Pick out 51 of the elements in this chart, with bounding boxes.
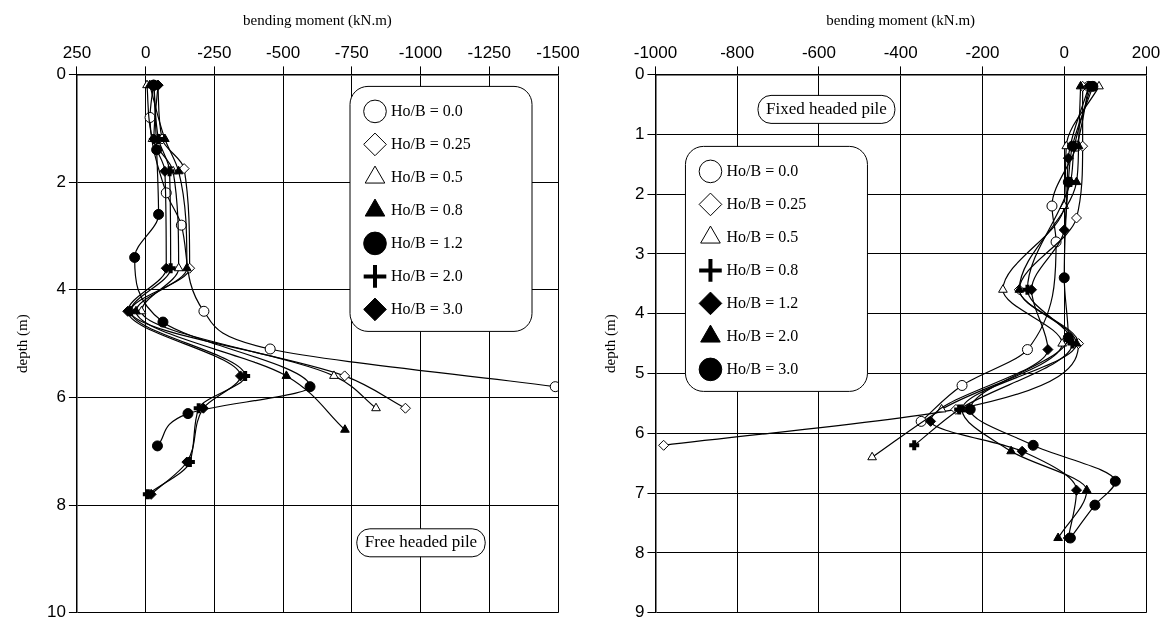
y-tick-label: 7 xyxy=(634,482,645,502)
legend-label: Ho/B = 0.25 xyxy=(391,134,471,152)
legend-label: Ho/B = 0.8 xyxy=(391,200,463,218)
y-tick-label: 0 xyxy=(56,64,66,84)
y-tick-label: 1 xyxy=(634,123,645,143)
x-tick-label: 200 xyxy=(1131,42,1161,62)
x-tick-label: -1500 xyxy=(536,42,580,62)
legend-label: Ho/B = 2.0 xyxy=(391,266,463,284)
y-tick-label: 10 xyxy=(46,602,66,622)
legend-label: Ho/B = 3.0 xyxy=(726,359,799,377)
y-tick-label: 4 xyxy=(634,303,645,323)
legend-label: Ho/B = 0.0 xyxy=(391,101,463,119)
legend-label: Ho/B = 1.2 xyxy=(726,293,799,311)
legend-label: Ho/B = 0.5 xyxy=(726,227,799,245)
y-tick-label: 0 xyxy=(634,64,645,84)
x-tick-label: -800 xyxy=(720,42,755,62)
x-tick-label: 250 xyxy=(62,42,92,62)
x-tick-label: -400 xyxy=(883,42,918,62)
y-tick-label: 5 xyxy=(634,363,645,383)
y-tick-label: 6 xyxy=(634,423,645,443)
x-axis-title: bending moment (kN.m) xyxy=(243,11,392,29)
y-tick-label: 6 xyxy=(56,387,66,407)
legend-label: Ho/B = 1.2 xyxy=(391,233,463,251)
y-tick-label: 8 xyxy=(56,494,66,514)
x-tick-label: -500 xyxy=(266,42,301,62)
y-tick-label: 2 xyxy=(56,171,66,191)
y-axis-title: depth (m) xyxy=(13,314,31,373)
y-axis-title: depth (m) xyxy=(601,314,619,373)
x-axis-title: bending moment (kN.m) xyxy=(826,11,976,29)
x-tick-label: 0 xyxy=(1059,42,1069,62)
legend-label: Ho/B = 0.25 xyxy=(726,194,807,212)
x-tick-label: -1250 xyxy=(467,42,512,62)
annotation: Fixed headed pile xyxy=(766,98,887,118)
x-tick-label: -600 xyxy=(801,42,836,62)
legend-label: Ho/B = 0.8 xyxy=(726,260,799,278)
x-tick-label: -250 xyxy=(197,42,232,62)
x-tick-label: -1000 xyxy=(633,42,678,62)
y-tick-label: 9 xyxy=(634,602,645,622)
legend-label: Ho/B = 3.0 xyxy=(391,299,463,317)
x-tick-label: -200 xyxy=(965,42,1000,62)
annotation: Free headed pile xyxy=(364,532,478,552)
legend-label: Ho/B = 0.0 xyxy=(726,161,799,179)
y-tick-label: 3 xyxy=(634,243,645,263)
legend-label: Ho/B = 0.5 xyxy=(391,167,463,185)
x-tick-label: -1000 xyxy=(398,42,443,62)
x-tick-label: -750 xyxy=(334,42,369,62)
legend-label: Ho/B = 2.0 xyxy=(726,326,799,344)
y-tick-label: 8 xyxy=(634,542,645,562)
x-tick-label: 0 xyxy=(140,42,151,62)
y-tick-label: 4 xyxy=(56,279,66,299)
y-tick-label: 2 xyxy=(634,183,645,203)
